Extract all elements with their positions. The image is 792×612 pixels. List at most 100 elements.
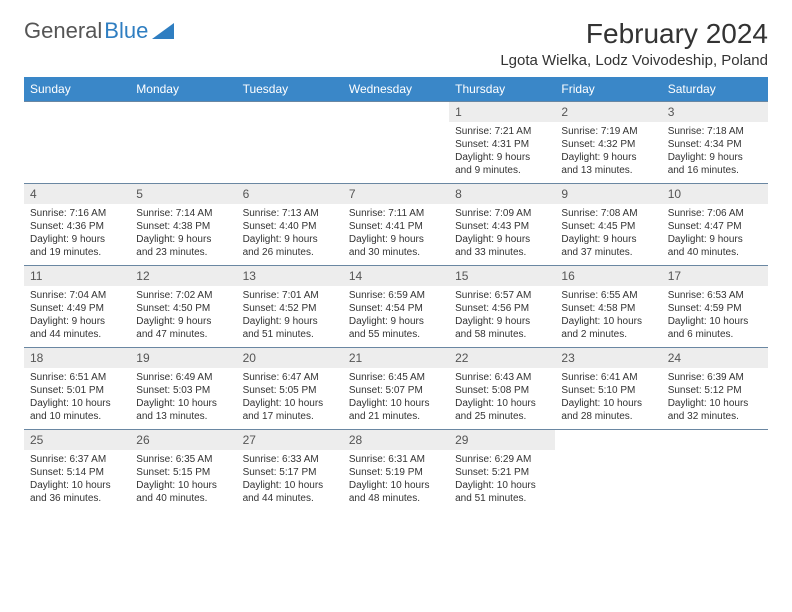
daylight-line: Daylight: 10 hours and 25 minutes. [455,397,549,423]
day-cell: 12Sunrise: 7:02 AMSunset: 4:50 PMDayligh… [130,266,236,347]
sunrise-line: Sunrise: 6:47 AM [243,371,337,384]
day-body: Sunrise: 6:35 AMSunset: 5:15 PMDaylight:… [130,450,236,511]
sunrise-line: Sunrise: 7:08 AM [561,207,655,220]
sunset-line: Sunset: 5:01 PM [30,384,124,397]
day-body: Sunrise: 7:19 AMSunset: 4:32 PMDaylight:… [555,122,661,183]
sunrise-line: Sunrise: 6:29 AM [455,453,549,466]
day-body: Sunrise: 6:49 AMSunset: 5:03 PMDaylight:… [130,368,236,429]
day-number: 17 [662,266,768,286]
sunset-line: Sunset: 4:43 PM [455,220,549,233]
sunrise-line: Sunrise: 7:02 AM [136,289,230,302]
day-number: 29 [449,430,555,450]
sunrise-line: Sunrise: 6:59 AM [349,289,443,302]
day-number: 18 [24,348,130,368]
day-body: Sunrise: 6:47 AMSunset: 5:05 PMDaylight:… [237,368,343,429]
day-number: 27 [237,430,343,450]
day-body: Sunrise: 7:18 AMSunset: 4:34 PMDaylight:… [662,122,768,183]
sunrise-line: Sunrise: 6:31 AM [349,453,443,466]
sunrise-line: Sunrise: 7:18 AM [668,125,762,138]
daylight-line: Daylight: 10 hours and 48 minutes. [349,479,443,505]
day-number: 8 [449,184,555,204]
daylight-line: Daylight: 9 hours and 44 minutes. [30,315,124,341]
sunset-line: Sunset: 5:17 PM [243,466,337,479]
daylight-line: Daylight: 10 hours and 10 minutes. [30,397,124,423]
logo: GeneralBlue [24,18,174,44]
sunset-line: Sunset: 4:38 PM [136,220,230,233]
daylight-line: Daylight: 9 hours and 26 minutes. [243,233,337,259]
sunrise-line: Sunrise: 7:01 AM [243,289,337,302]
day-cell: 1Sunrise: 7:21 AMSunset: 4:31 PMDaylight… [449,102,555,183]
day-cell: 22Sunrise: 6:43 AMSunset: 5:08 PMDayligh… [449,348,555,429]
day-cell [130,102,236,183]
day-cell: 17Sunrise: 6:53 AMSunset: 4:59 PMDayligh… [662,266,768,347]
sunrise-line: Sunrise: 6:41 AM [561,371,655,384]
day-cell: 21Sunrise: 6:45 AMSunset: 5:07 PMDayligh… [343,348,449,429]
calendar-weeks: 1Sunrise: 7:21 AMSunset: 4:31 PMDaylight… [24,101,768,511]
sunrise-line: Sunrise: 6:39 AM [668,371,762,384]
sunset-line: Sunset: 5:05 PM [243,384,337,397]
day-body: Sunrise: 7:08 AMSunset: 4:45 PMDaylight:… [555,204,661,265]
day-body: Sunrise: 6:45 AMSunset: 5:07 PMDaylight:… [343,368,449,429]
day-number: 3 [662,102,768,122]
sunrise-line: Sunrise: 6:51 AM [30,371,124,384]
day-cell: 5Sunrise: 7:14 AMSunset: 4:38 PMDaylight… [130,184,236,265]
sunset-line: Sunset: 4:36 PM [30,220,124,233]
day-body: Sunrise: 6:43 AMSunset: 5:08 PMDaylight:… [449,368,555,429]
day-number: 11 [24,266,130,286]
day-number: 7 [343,184,449,204]
sunset-line: Sunset: 4:49 PM [30,302,124,315]
day-body: Sunrise: 7:11 AMSunset: 4:41 PMDaylight:… [343,204,449,265]
daylight-line: Daylight: 9 hours and 30 minutes. [349,233,443,259]
sunrise-line: Sunrise: 6:33 AM [243,453,337,466]
day-cell: 25Sunrise: 6:37 AMSunset: 5:14 PMDayligh… [24,430,130,511]
day-number: 13 [237,266,343,286]
dow-cell: Sunday [24,77,130,101]
day-cell: 7Sunrise: 7:11 AMSunset: 4:41 PMDaylight… [343,184,449,265]
day-cell: 13Sunrise: 7:01 AMSunset: 4:52 PMDayligh… [237,266,343,347]
day-number: 26 [130,430,236,450]
day-body: Sunrise: 7:04 AMSunset: 4:49 PMDaylight:… [24,286,130,347]
daylight-line: Daylight: 10 hours and 28 minutes. [561,397,655,423]
week-row: 11Sunrise: 7:04 AMSunset: 4:49 PMDayligh… [24,265,768,347]
daylight-line: Daylight: 9 hours and 16 minutes. [668,151,762,177]
day-body: Sunrise: 7:06 AMSunset: 4:47 PMDaylight:… [662,204,768,265]
sunset-line: Sunset: 5:21 PM [455,466,549,479]
day-number: 1 [449,102,555,122]
day-cell: 10Sunrise: 7:06 AMSunset: 4:47 PMDayligh… [662,184,768,265]
daylight-line: Daylight: 10 hours and 6 minutes. [668,315,762,341]
sunset-line: Sunset: 4:47 PM [668,220,762,233]
header: GeneralBlue February 2024 Lgota Wielka, … [24,18,768,69]
sunrise-line: Sunrise: 6:43 AM [455,371,549,384]
day-body: Sunrise: 6:41 AMSunset: 5:10 PMDaylight:… [555,368,661,429]
day-body: Sunrise: 6:37 AMSunset: 5:14 PMDaylight:… [24,450,130,511]
day-number: 2 [555,102,661,122]
sunset-line: Sunset: 4:58 PM [561,302,655,315]
day-of-week-header: SundayMondayTuesdayWednesdayThursdayFrid… [24,77,768,101]
day-cell: 9Sunrise: 7:08 AMSunset: 4:45 PMDaylight… [555,184,661,265]
daylight-line: Daylight: 10 hours and 51 minutes. [455,479,549,505]
sunrise-line: Sunrise: 6:53 AM [668,289,762,302]
day-number: 9 [555,184,661,204]
day-cell: 4Sunrise: 7:16 AMSunset: 4:36 PMDaylight… [24,184,130,265]
day-number: 24 [662,348,768,368]
sunset-line: Sunset: 4:50 PM [136,302,230,315]
day-cell [555,430,661,511]
day-cell: 20Sunrise: 6:47 AMSunset: 5:05 PMDayligh… [237,348,343,429]
day-cell: 16Sunrise: 6:55 AMSunset: 4:58 PMDayligh… [555,266,661,347]
day-cell: 28Sunrise: 6:31 AMSunset: 5:19 PMDayligh… [343,430,449,511]
day-body: Sunrise: 6:57 AMSunset: 4:56 PMDaylight:… [449,286,555,347]
dow-cell: Wednesday [343,77,449,101]
day-number: 25 [24,430,130,450]
day-cell: 15Sunrise: 6:57 AMSunset: 4:56 PMDayligh… [449,266,555,347]
day-number: 28 [343,430,449,450]
week-row: 1Sunrise: 7:21 AMSunset: 4:31 PMDaylight… [24,101,768,183]
sunset-line: Sunset: 5:03 PM [136,384,230,397]
daylight-line: Daylight: 10 hours and 32 minutes. [668,397,762,423]
dow-cell: Thursday [449,77,555,101]
sunset-line: Sunset: 5:07 PM [349,384,443,397]
sunrise-line: Sunrise: 7:06 AM [668,207,762,220]
day-number: 14 [343,266,449,286]
daylight-line: Daylight: 10 hours and 17 minutes. [243,397,337,423]
day-number: 4 [24,184,130,204]
daylight-line: Daylight: 10 hours and 2 minutes. [561,315,655,341]
